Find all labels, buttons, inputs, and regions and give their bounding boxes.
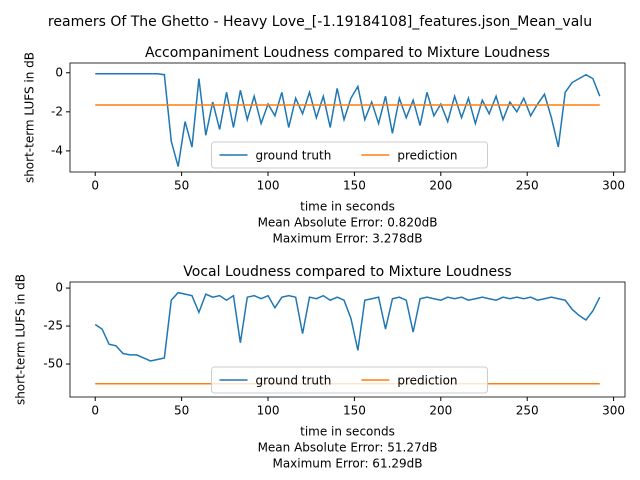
- chart-title: Accompaniment Loudness compared to Mixtu…: [145, 45, 550, 61]
- x-tick-label: 50: [174, 179, 189, 193]
- x-tick-label: 250: [516, 179, 539, 193]
- x-tick-label: 100: [257, 404, 280, 418]
- y-tick-label: -2: [51, 104, 63, 118]
- x-tick-label: 300: [602, 404, 625, 418]
- annotation: Maximum Error: 61.29dB: [272, 457, 422, 471]
- y-tick-label: -4: [51, 143, 63, 157]
- chart-title: Vocal Loudness compared to Mixture Loudn…: [183, 264, 511, 280]
- y-tick-label: 0: [55, 65, 63, 79]
- series-line: [95, 72, 601, 167]
- x-tick-label: 150: [343, 179, 366, 193]
- plot-frame: [69, 62, 626, 173]
- x-axis-label: time in seconds: [300, 425, 395, 439]
- legend: ground truth prediction: [211, 366, 488, 394]
- plot-frame: [69, 281, 626, 398]
- legend: ground truth prediction: [211, 141, 488, 169]
- y-axis-label: short-term LUFS in dB: [23, 52, 37, 183]
- y-tick-label: 0: [55, 281, 63, 295]
- x-tick-label: 150: [343, 404, 366, 418]
- legend-label: prediction: [397, 149, 457, 163]
- legend-box: [211, 141, 488, 169]
- x-tick-label: 200: [429, 404, 452, 418]
- legend-label: ground truth: [256, 374, 332, 388]
- annotation: Mean Absolute Error: 0.820dB: [258, 216, 438, 230]
- x-tick-label: 50: [174, 404, 189, 418]
- x-axis-label: time in seconds: [300, 200, 395, 214]
- y-axis-label: short-term LUFS in dB: [14, 274, 28, 405]
- legend-label: prediction: [397, 374, 457, 388]
- series-line: [94, 291, 601, 362]
- x-tick-label: 0: [91, 404, 99, 418]
- annotation: Mean Absolute Error: 51.27dB: [258, 441, 438, 455]
- legend-box: [211, 366, 488, 394]
- x-tick-label: 100: [257, 179, 280, 193]
- y-tick-label: -50: [43, 357, 63, 371]
- x-tick-label: 250: [516, 404, 539, 418]
- x-tick-label: 0: [91, 179, 99, 193]
- figure-title: reamers Of The Ghetto - Heavy Love_[-1.1…: [48, 14, 592, 30]
- x-tick-label: 300: [602, 179, 625, 193]
- legend-label: ground truth: [256, 149, 332, 163]
- annotation: Maximum Error: 3.278dB: [272, 232, 422, 246]
- y-tick-label: -25: [43, 319, 63, 333]
- x-tick-label: 200: [429, 179, 452, 193]
